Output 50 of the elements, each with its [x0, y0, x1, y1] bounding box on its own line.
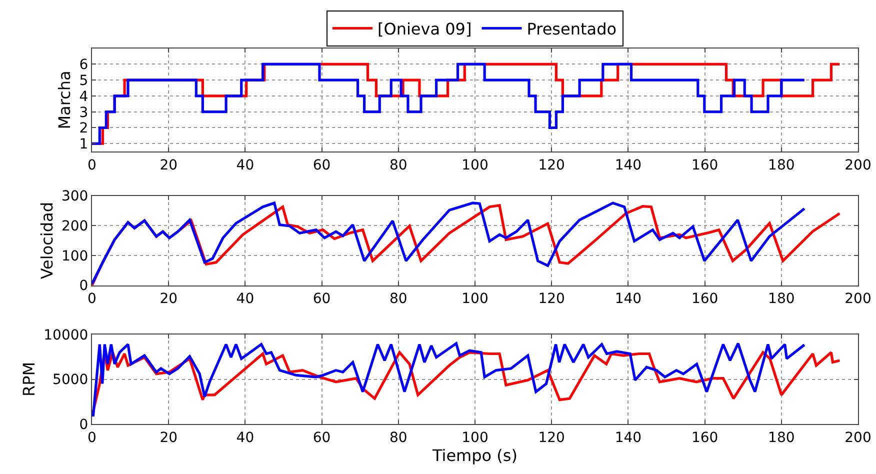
x-tick-label: 20 — [160, 291, 178, 308]
y-tick-label: 0 — [79, 416, 88, 433]
x-tick-label: 180 — [768, 430, 795, 446]
x-tick-label: 80 — [389, 157, 408, 174]
x-tick-label: 100 — [462, 430, 488, 446]
x-tick-label: 160 — [691, 291, 718, 308]
y-tick-label: 100 — [61, 248, 88, 264]
x-tick-label: 80 — [389, 430, 408, 446]
x-tick-label: 100 — [462, 291, 488, 308]
y-axis-title: Velocidad — [37, 202, 56, 280]
x-tick-label: 140 — [614, 291, 642, 308]
x-tick-label: 140 — [614, 430, 642, 446]
x-tick-label: 200 — [844, 430, 872, 446]
legend-label: Presentado — [526, 19, 617, 38]
y-tick-label: 2 — [79, 120, 88, 137]
x-tick-label: 120 — [538, 157, 565, 174]
y-tick-label: 0 — [79, 278, 88, 294]
y-tick-label: 200 — [61, 218, 88, 235]
y-tick-label: 4 — [79, 88, 88, 105]
y-tick-label: 5000 — [52, 372, 88, 388]
x-tick-label: 20 — [160, 157, 178, 174]
y-axis-title: RPM — [20, 362, 39, 397]
x-tick-label: 20 — [160, 430, 178, 446]
x-tick-label: 140 — [614, 157, 642, 174]
x-tick-label: 180 — [768, 291, 795, 308]
x-axis-title: Tiempo (s) — [431, 446, 518, 465]
x-tick-label: 160 — [691, 157, 718, 174]
y-tick-label: 1 — [79, 136, 88, 153]
y-tick-label: 6 — [79, 57, 88, 74]
x-tick-label: 40 — [236, 157, 254, 174]
line-series — [92, 342, 806, 418]
x-tick-label: 200 — [844, 157, 872, 174]
x-tick-label: 60 — [312, 291, 331, 308]
y-tick-label: 5 — [79, 72, 88, 89]
x-tick-label: 160 — [691, 430, 718, 446]
x-tick-label: 200 — [844, 291, 872, 308]
y-axis-title: Marcha — [55, 70, 74, 130]
x-tick-label: 40 — [236, 291, 254, 308]
x-tick-label: 180 — [768, 157, 795, 174]
x-tick-label: 60 — [312, 157, 331, 174]
x-tick-label: 100 — [462, 157, 488, 174]
x-tick-label: 80 — [389, 291, 408, 308]
y-tick-label: 300 — [61, 188, 88, 205]
x-tick-label: 120 — [538, 291, 565, 308]
x-tick-label: 60 — [312, 430, 331, 446]
x-tick-label: 120 — [538, 430, 565, 446]
legend-label: [Onieva 09] — [378, 19, 472, 38]
x-tick-label: 40 — [236, 430, 254, 446]
y-tick-label: 10000 — [44, 327, 88, 344]
y-tick-label: 3 — [79, 104, 88, 121]
